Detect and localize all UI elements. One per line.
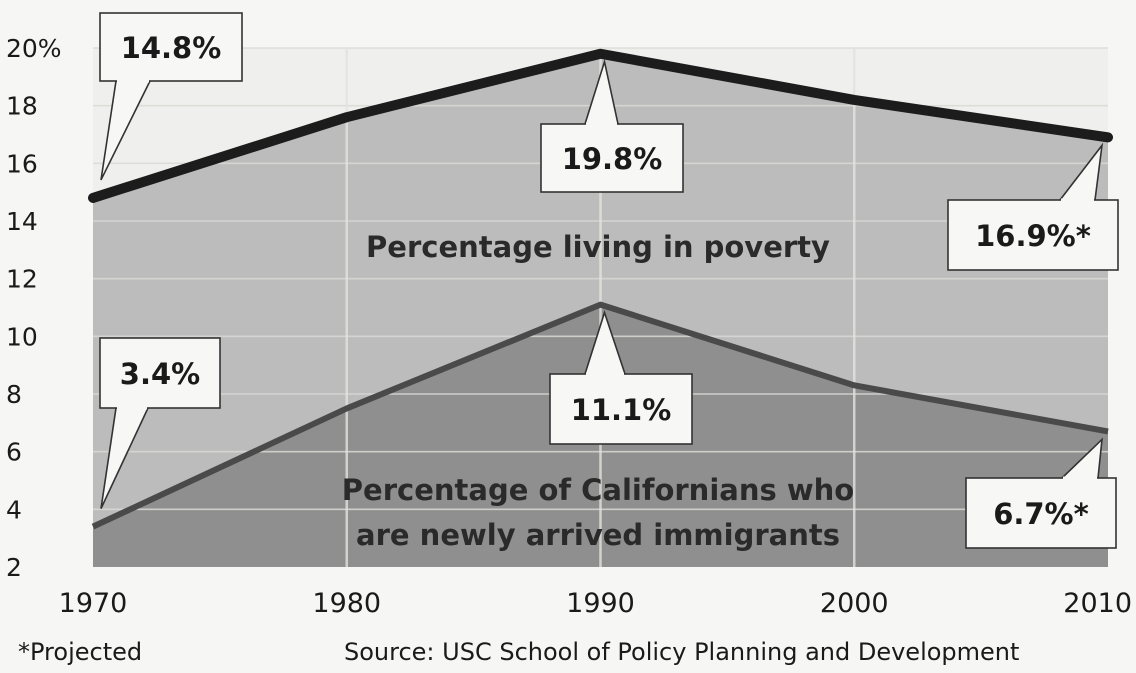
immigrant-area-label: are newly arrived immigrants — [356, 518, 840, 552]
callout-label: 19.8% — [562, 142, 663, 176]
x-tick-label: 2000 — [820, 588, 889, 619]
x-tick-label: 1970 — [59, 588, 128, 619]
y-tick-label: 10 — [6, 322, 38, 351]
callout-box — [99, 337, 221, 409]
source-note: Source: USC School of Policy Planning an… — [344, 638, 1020, 666]
footnote: *Projected — [18, 638, 143, 666]
callout-box — [965, 477, 1117, 549]
callout-box — [549, 373, 693, 445]
callout-label: 6.7%* — [993, 497, 1089, 531]
y-tick-label: 18 — [6, 92, 38, 121]
y-tick-label: 20% — [6, 34, 62, 63]
poverty-line — [88, 48, 1113, 203]
y-tick-label: 8 — [6, 380, 22, 409]
callout-label: 14.8% — [121, 31, 222, 65]
y-tick-label: 12 — [6, 265, 38, 294]
callout-label: 11.1% — [571, 393, 672, 427]
y-tick-label: 14 — [6, 207, 38, 236]
poverty-area-label: Percentage living in poverty — [366, 230, 830, 264]
immigrant-area-label: Percentage of Californians who — [342, 473, 854, 507]
y-tick-label: 6 — [6, 438, 22, 467]
y-tick-label: 16 — [6, 149, 38, 178]
x-tick-label: 1990 — [566, 588, 635, 619]
callout-box — [540, 123, 684, 193]
x-tick-label: 1980 — [312, 588, 381, 619]
callout-box — [947, 199, 1119, 271]
callout-label: 3.4% — [120, 357, 200, 391]
callout-box — [99, 12, 243, 82]
immigrant-line — [91, 301, 1109, 530]
y-tick-label: 2 — [6, 553, 22, 582]
callout-label: 16.9%* — [975, 219, 1091, 253]
y-tick-label: 4 — [6, 495, 22, 524]
x-tick-label: 2010 — [1063, 588, 1132, 619]
